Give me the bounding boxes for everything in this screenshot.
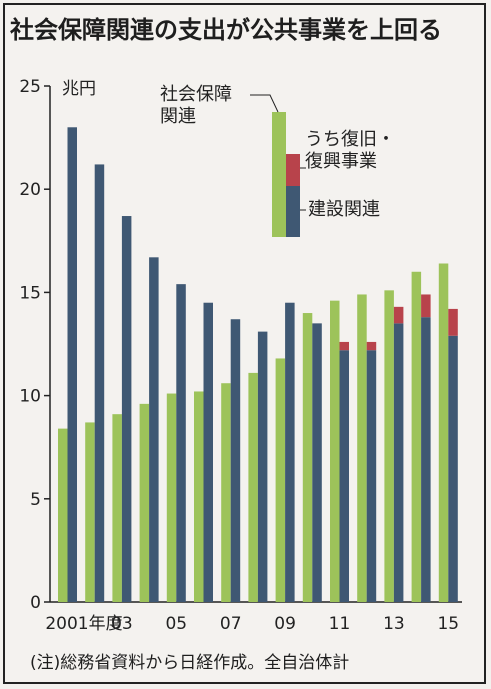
bar-construction: [448, 335, 458, 602]
bar-construction: [366, 350, 377, 602]
bar-reconstruction: [421, 294, 431, 318]
y-tick-label: 15: [19, 283, 41, 303]
bar-social-security: [58, 428, 68, 602]
bar-social-security: [85, 422, 95, 602]
bar-construction: [149, 257, 159, 602]
legend-swatch-social-security: [272, 112, 286, 237]
bar-construction: [339, 350, 349, 602]
x-tick-label: 09: [274, 614, 296, 634]
legend-swatch-reconstruction: [286, 154, 300, 186]
x-tick-label: 11: [329, 614, 351, 634]
bar-construction: [94, 164, 105, 602]
bar-construction: [257, 331, 268, 602]
bar-social-security: [302, 313, 313, 602]
y-tick-label: 10: [19, 387, 41, 407]
bar-social-security: [438, 263, 449, 602]
bar-reconstruction: [339, 341, 349, 351]
bar-reconstruction: [393, 306, 404, 324]
bar-social-security: [275, 358, 286, 602]
bar-reconstruction: [448, 308, 458, 336]
bar-construction: [285, 302, 295, 602]
bar-social-security: [330, 300, 340, 602]
x-tick-label: 07: [220, 614, 242, 634]
bar-social-security: [112, 414, 122, 602]
bar-social-security: [139, 403, 150, 602]
bar-reconstruction: [366, 341, 377, 351]
legend-label-social-security: 社会保障関連: [160, 84, 232, 127]
bar-construction: [67, 127, 77, 602]
bar-social-security: [411, 271, 422, 602]
bar-construction: [393, 323, 404, 602]
bar-social-security: [194, 391, 204, 602]
x-tick-label: 2001年度: [45, 614, 122, 634]
bar-construction: [421, 317, 431, 602]
legend-leader-social-security: [250, 94, 279, 113]
legend-swatch-construction: [286, 186, 300, 237]
chart-footnote: (注)総務省資料から日経作成。全自治体計: [30, 653, 350, 673]
bar-construction: [230, 319, 241, 602]
legend-label-construction: 建設関連: [308, 199, 380, 220]
y-tick-label: 20: [19, 180, 41, 200]
legend-label-reconstruction: うち復旧・復興事業: [305, 129, 395, 172]
bar-social-security: [166, 393, 177, 602]
bar-social-security: [248, 372, 258, 602]
chart-title: 社会保障関連の支出が公共事業を上回る: [10, 16, 442, 44]
bar-construction: [121, 216, 132, 603]
bar-construction: [312, 323, 322, 602]
bar-construction: [176, 284, 186, 602]
bar-construction: [203, 302, 213, 602]
bar-social-security: [384, 290, 394, 602]
bar-social-security: [357, 294, 367, 602]
y-tick-label: 5: [30, 490, 41, 510]
chart-frame: [3, 3, 486, 684]
bar-social-security: [221, 383, 231, 602]
y-tick-label: 25: [19, 77, 41, 97]
y-tick-label: 0: [30, 593, 41, 613]
x-tick-label: 05: [165, 614, 187, 634]
x-tick-label: 13: [383, 614, 405, 634]
x-tick-label: 03: [111, 614, 133, 634]
x-tick-label: 15: [437, 614, 459, 634]
y-axis-unit-label: 兆円: [62, 79, 96, 99]
